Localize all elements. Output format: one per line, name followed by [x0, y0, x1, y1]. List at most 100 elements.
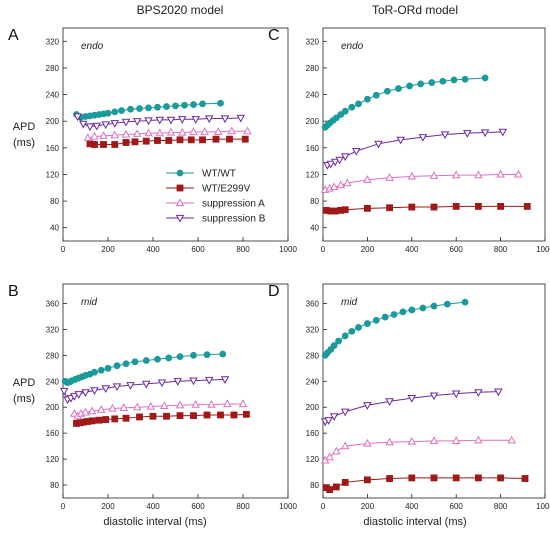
- x-tick-label: 400: [146, 245, 160, 254]
- data-point: [407, 395, 417, 403]
- data-point: [242, 410, 250, 418]
- data-point: [332, 483, 340, 491]
- plot-frame: [322, 27, 546, 242]
- data-point: [428, 79, 436, 86]
- data-point: [212, 135, 220, 143]
- data-point: [340, 441, 350, 450]
- plot-frame: [322, 283, 546, 499]
- y-tick-label: 40: [50, 224, 59, 233]
- data-point: [178, 127, 187, 136]
- plot-frame: [62, 283, 289, 499]
- data-point: [111, 108, 119, 116]
- x-tick-label: 400: [146, 502, 160, 511]
- data-point: [160, 401, 169, 410]
- ylabel-apd: APD: [13, 121, 36, 133]
- x-tick-label: 1000: [536, 502, 550, 511]
- series-suppression-a: [320, 169, 523, 193]
- data-point: [226, 135, 233, 143]
- x-tick-label: 800: [494, 245, 508, 254]
- y-tick-label: 80: [50, 481, 59, 490]
- data-point: [74, 391, 83, 399]
- data-point: [383, 87, 391, 95]
- y-tick-label: 120: [306, 170, 320, 179]
- data-point: [133, 402, 142, 411]
- data-point: [166, 127, 176, 136]
- series-line: [325, 173, 519, 191]
- data-point: [99, 131, 108, 139]
- data-point: [146, 401, 155, 410]
- y-tick-label: 80: [50, 197, 59, 206]
- y-tick-label: 160: [46, 429, 60, 438]
- data-point: [178, 116, 187, 124]
- series-wt-wt: [321, 298, 469, 359]
- data-point: [104, 364, 112, 372]
- y-tick-label: 240: [306, 91, 320, 100]
- y-tick-label: 280: [306, 64, 320, 73]
- data-point: [330, 342, 338, 350]
- series-wt-e299v: [73, 410, 250, 427]
- data-point: [363, 320, 371, 327]
- x-tick-label: 1000: [279, 502, 297, 511]
- data-point: [417, 80, 425, 88]
- data-point: [126, 382, 135, 390]
- series-wt-wt: [73, 99, 224, 121]
- data-point: [88, 406, 97, 415]
- data-point: [419, 304, 427, 312]
- series-suppression-b: [320, 388, 503, 427]
- data-point: [175, 400, 185, 409]
- panel-letter: D: [268, 283, 280, 300]
- column-title-bps2020: BPS2020 model: [137, 3, 224, 17]
- series-suppression-a: [70, 399, 248, 420]
- data-point: [451, 170, 461, 179]
- x-tick-label: 600: [450, 502, 464, 511]
- data-point: [142, 357, 150, 364]
- data-point: [330, 158, 340, 167]
- data-point: [111, 415, 119, 423]
- data-point: [408, 474, 416, 482]
- data-point: [136, 413, 143, 421]
- data-point: [363, 402, 372, 410]
- series-line: [324, 301, 466, 356]
- y-tick-label: 80: [310, 481, 319, 490]
- x-axis-label-right: diastolic interval (ms): [363, 516, 466, 528]
- data-point: [430, 302, 438, 310]
- data-point: [521, 475, 529, 482]
- y-axis-label-top: APD (ms): [13, 121, 36, 149]
- data-point: [480, 129, 490, 138]
- data-point: [408, 203, 416, 211]
- data-point: [163, 412, 170, 420]
- data-point: [220, 376, 230, 384]
- data-point: [199, 136, 206, 144]
- series-wt-wt: [321, 74, 489, 131]
- data-point: [450, 76, 458, 84]
- y-tick-label: 120: [46, 170, 60, 179]
- y-tick-label: 240: [306, 377, 320, 386]
- y-tick-label: 160: [306, 429, 320, 438]
- data-point: [332, 446, 341, 455]
- legend-marker: [175, 214, 185, 223]
- data-point: [155, 128, 164, 137]
- data-point: [496, 169, 505, 178]
- data-point: [374, 140, 383, 149]
- data-point: [481, 74, 489, 82]
- data-point: [408, 306, 416, 314]
- data-point: [131, 358, 139, 366]
- data-point: [355, 324, 362, 331]
- data-point: [230, 411, 238, 419]
- y-tick-label: 240: [46, 377, 60, 386]
- legend-marker: [175, 198, 185, 207]
- data-point: [429, 436, 439, 445]
- data-point: [439, 77, 447, 85]
- y-tick-label: 80: [310, 197, 319, 206]
- data-point: [79, 120, 88, 129]
- data-point: [440, 131, 450, 140]
- data-point: [191, 399, 200, 408]
- data-point: [430, 203, 438, 211]
- data-point: [203, 411, 211, 419]
- x-tick-label: 400: [405, 502, 419, 511]
- data-point: [223, 399, 232, 408]
- data-point: [341, 107, 349, 115]
- data-point: [363, 438, 372, 447]
- data-point: [121, 129, 131, 138]
